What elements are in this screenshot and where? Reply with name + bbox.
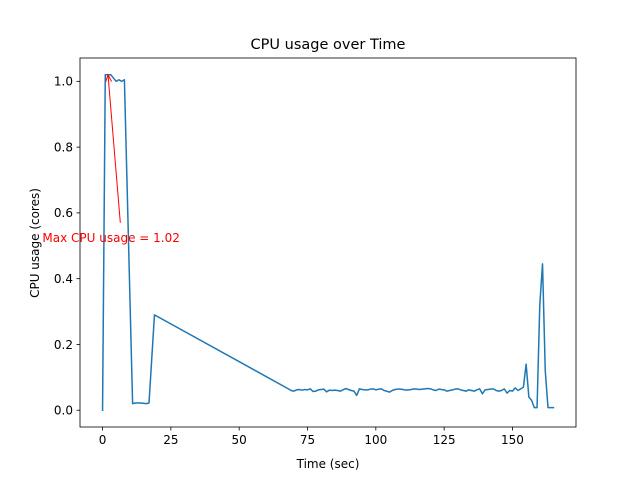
y-axis-label: CPU usage (cores) [28,188,42,298]
annotation-arrow-head [105,73,113,83]
axes-frame [79,57,577,428]
plot-area [101,74,555,411]
y-tick-label: 1.0 [54,75,73,89]
x-axis-label: Time (sec) [296,457,360,471]
annotation-arrow-shaft [107,74,121,223]
x-tick-label: 100 [364,433,387,447]
axes: 0 25 50 75 100 125 150 0.0 0.2 0.4 0.6 0.8 1.0 [54,57,577,447]
y-tick-label: 0.0 [54,404,73,418]
series-line-0 [101,74,555,411]
y-tick-label: 0.8 [54,140,73,154]
chart-title: CPU usage over Time [251,37,406,53]
y-tick-label: 0.2 [54,338,73,352]
x-tick-label: 0 [99,433,107,447]
x-tick-label: 150 [501,433,524,447]
x-tick-label: 125 [433,433,456,447]
x-tick-label: 50 [232,433,247,447]
x-tick-label: 25 [163,433,178,447]
y-tick-label: 0.6 [54,206,73,220]
annotation-group: Max CPU usage = 1.02 [42,73,180,245]
x-tick-label: 75 [300,433,315,447]
y-tick-label: 0.4 [54,272,73,286]
annotation-label: Max CPU usage = 1.02 [42,231,179,245]
